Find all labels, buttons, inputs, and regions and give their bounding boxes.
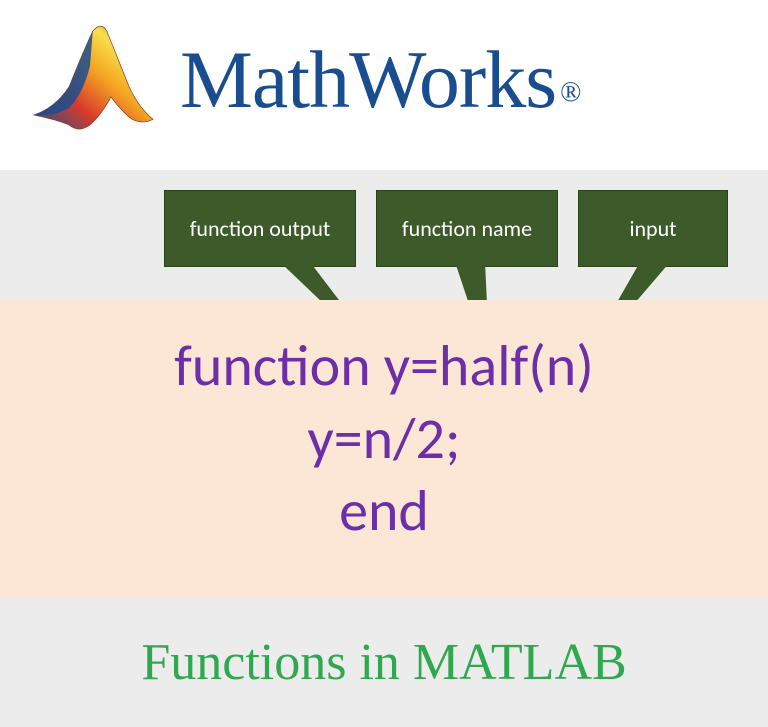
code-band: function y=half(n) y=n/2; end: [0, 300, 768, 598]
code-line-2: y=n/2;: [0, 403, 768, 476]
annotation-box-0: function output: [164, 190, 356, 267]
mathworks-logo-text: MathWorks®: [180, 33, 581, 127]
code-line-3: end: [0, 475, 768, 548]
mathworks-logo-icon: [20, 10, 160, 150]
company-name: MathWorks: [180, 34, 556, 125]
annotation-box-1: function name: [376, 190, 558, 267]
registered-mark: ®: [560, 77, 581, 108]
annotation-box-2: input: [578, 190, 728, 267]
annotation-band: function output function name input: [0, 170, 768, 300]
code-line-1: function y=half(n): [0, 330, 768, 403]
footer-title: Functions in MATLAB: [0, 633, 768, 692]
header: MathWorks®: [0, 0, 768, 170]
footer-band: Functions in MATLAB: [0, 598, 768, 727]
